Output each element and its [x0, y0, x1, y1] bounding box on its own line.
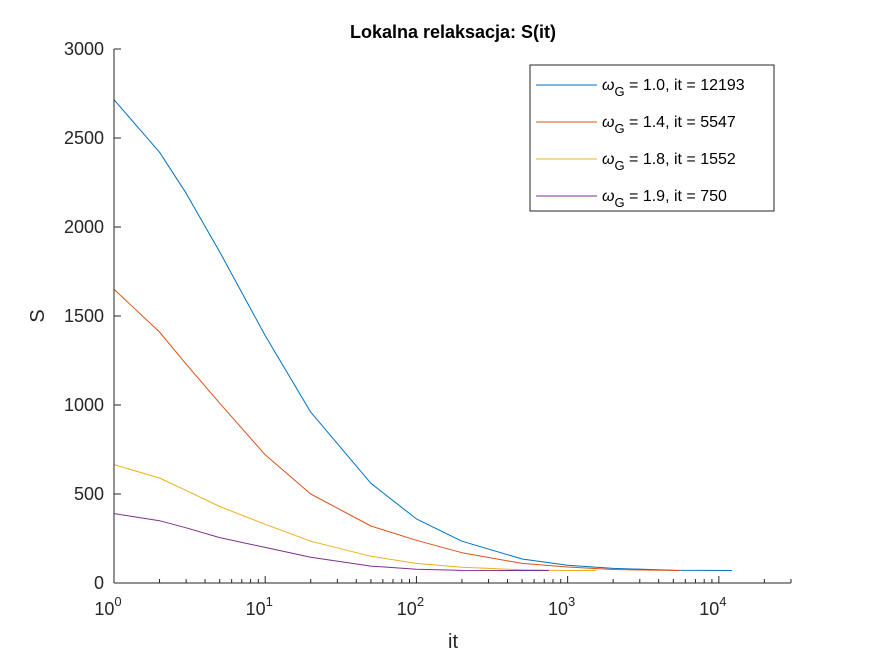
series-line-4: [113, 513, 549, 571]
x-tick-labels: 100 101 102 103 104: [94, 594, 726, 619]
x-axis-label: it: [448, 631, 458, 653]
legend-box: [529, 64, 775, 212]
series-line-2: [113, 288, 681, 571]
x-tick-label: 101: [246, 594, 273, 619]
series-line-3: [113, 464, 597, 571]
y-tick-labels: 0 500 1000 1500 2000 2500 3000: [64, 39, 104, 593]
legend-label-2: ωG = 1.4, it = 5547: [602, 114, 736, 136]
x-tick-label: 103: [548, 594, 575, 619]
y-tick-label: 500: [74, 484, 104, 504]
axis-ticks: [113, 48, 792, 584]
y-tick-label: 3000: [64, 39, 104, 59]
y-tick-label: 0: [94, 573, 104, 593]
series-line-1: [113, 99, 732, 571]
y-tick-label: 2000: [64, 217, 104, 237]
chart-title: Lokalna relaksacja: S(it): [350, 22, 556, 42]
y-axis-label: S: [27, 309, 49, 322]
x-tick-label: 104: [699, 594, 726, 619]
legend-label-3: ωG = 1.8, it = 1552: [602, 151, 736, 173]
series-lines: [113, 99, 732, 571]
y-tick-label: 1000: [64, 395, 104, 415]
legend-label-4: ωG = 1.9, it = 750: [602, 188, 727, 210]
legend-label-1: ωG = 1.0, it = 12193: [602, 77, 745, 99]
x-tick-label: 102: [397, 594, 424, 619]
x-tick-label: 100: [94, 594, 121, 619]
y-tick-label: 1500: [64, 306, 104, 326]
legend: ωG = 1.0, it = 12193 ωG = 1.4, it = 5547 ω…: [529, 64, 775, 212]
y-tick-label: 2500: [64, 128, 104, 148]
